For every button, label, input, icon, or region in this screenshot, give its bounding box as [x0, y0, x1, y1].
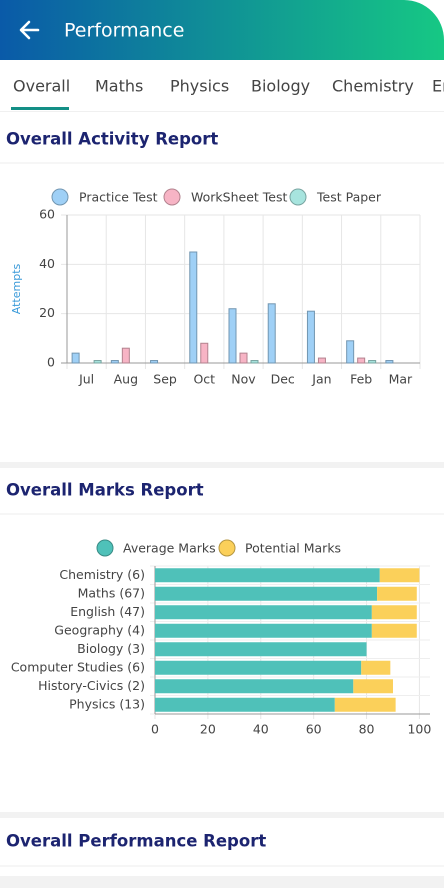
legend-swatch — [163, 188, 181, 206]
bar-segment — [155, 605, 372, 620]
y-tick-label: 60 — [39, 207, 55, 222]
x-tick-label: Aug — [114, 372, 138, 387]
bar-segment — [155, 586, 378, 601]
tab-bar: Overall Maths Physics Biology Chemistry Engli… — [11, 77, 444, 110]
app-bar — [0, 0, 444, 60]
bar-segment — [353, 679, 393, 694]
bar — [200, 342, 209, 364]
bar-segment — [155, 697, 335, 712]
bar-segment — [155, 568, 380, 583]
tab[interactable]: Physics — [170, 77, 229, 96]
x-tick-label: Jan — [311, 372, 331, 387]
bar-segment — [155, 642, 367, 657]
bar-segment — [155, 679, 354, 694]
legend-swatch — [289, 188, 307, 206]
y-tick-label: 20 — [39, 305, 55, 320]
tab[interactable]: English — [432, 77, 444, 96]
legend-swatch — [218, 539, 236, 557]
section-gap — [0, 812, 444, 818]
section-gap — [0, 462, 444, 468]
x-tick-label: Jul — [78, 372, 94, 387]
tab[interactable]: Overall — [13, 77, 70, 96]
app-title: Performance — [64, 20, 184, 42]
legend-label: Practice Test — [79, 190, 158, 205]
bar-segment — [334, 697, 396, 712]
bar-segment — [155, 660, 362, 675]
x-tick-label: Feb — [350, 372, 372, 387]
y-tick-label: Maths (67) — [78, 585, 145, 600]
bar — [385, 360, 394, 364]
x-tick-label: Mar — [389, 372, 413, 387]
tab[interactable]: Chemistry — [332, 77, 414, 96]
bar — [306, 310, 315, 364]
y-tick-label: 0 — [47, 355, 55, 370]
x-tick-label: Oct — [193, 372, 215, 387]
bar-segment — [379, 568, 420, 583]
bar — [121, 347, 130, 364]
y-tick-label: Biology (3) — [77, 641, 145, 656]
bar-segment — [371, 623, 417, 638]
bar-segment — [371, 605, 417, 620]
x-tick-label: 80 — [359, 722, 375, 737]
bar — [346, 340, 355, 364]
bar — [250, 360, 259, 364]
y-tick-label: History-Civics (2) — [38, 678, 145, 693]
y-tick-label: Chemistry (6) — [59, 567, 145, 582]
y-tick-label: Physics (13) — [69, 696, 145, 711]
legend-label: WorkSheet Test — [191, 190, 287, 205]
section-title: Overall Marks Report — [6, 481, 204, 500]
back-button[interactable] — [19, 20, 40, 40]
bar — [71, 352, 80, 364]
legend-label: Potential Marks — [245, 541, 341, 556]
y-tick-label: Computer Studies (6) — [11, 659, 145, 674]
legend-swatch — [96, 539, 114, 557]
legend-label: Average Marks — [123, 541, 216, 556]
bar — [228, 308, 237, 364]
tab[interactable]: Biology — [251, 77, 310, 96]
content — [0, 112, 444, 888]
x-tick-label: 100 — [407, 722, 431, 737]
x-tick-label: 0 — [151, 722, 159, 737]
tab-indicator — [11, 107, 69, 110]
section-gap — [0, 876, 444, 888]
bar-segment — [361, 660, 391, 675]
x-tick-label: 40 — [253, 722, 269, 737]
bar — [150, 360, 159, 364]
section-title: Overall Performance Report — [6, 832, 266, 851]
y-axis-label: Attempts — [10, 263, 23, 314]
bar — [357, 357, 366, 364]
bar-segment — [155, 623, 372, 638]
x-tick-label: Nov — [231, 372, 256, 387]
y-tick-label: 40 — [39, 256, 55, 271]
bar — [368, 360, 377, 364]
y-tick-label: Geography (4) — [54, 622, 145, 637]
bar — [110, 360, 119, 364]
legend-label: Test Paper — [316, 190, 382, 205]
bar — [317, 357, 326, 364]
x-tick-label: Sep — [153, 372, 177, 387]
bar — [93, 360, 102, 364]
legend-swatch — [51, 188, 69, 206]
bar — [267, 303, 276, 364]
bar-segment — [377, 586, 417, 601]
bar — [189, 251, 198, 364]
x-tick-label: Dec — [271, 372, 295, 387]
section-title: Overall Activity Report — [6, 130, 218, 149]
x-tick-label: 20 — [200, 722, 216, 737]
y-tick-label: English (47) — [70, 604, 145, 619]
tab[interactable]: Maths — [95, 77, 143, 96]
x-tick-label: 60 — [306, 722, 322, 737]
bar — [239, 352, 248, 364]
